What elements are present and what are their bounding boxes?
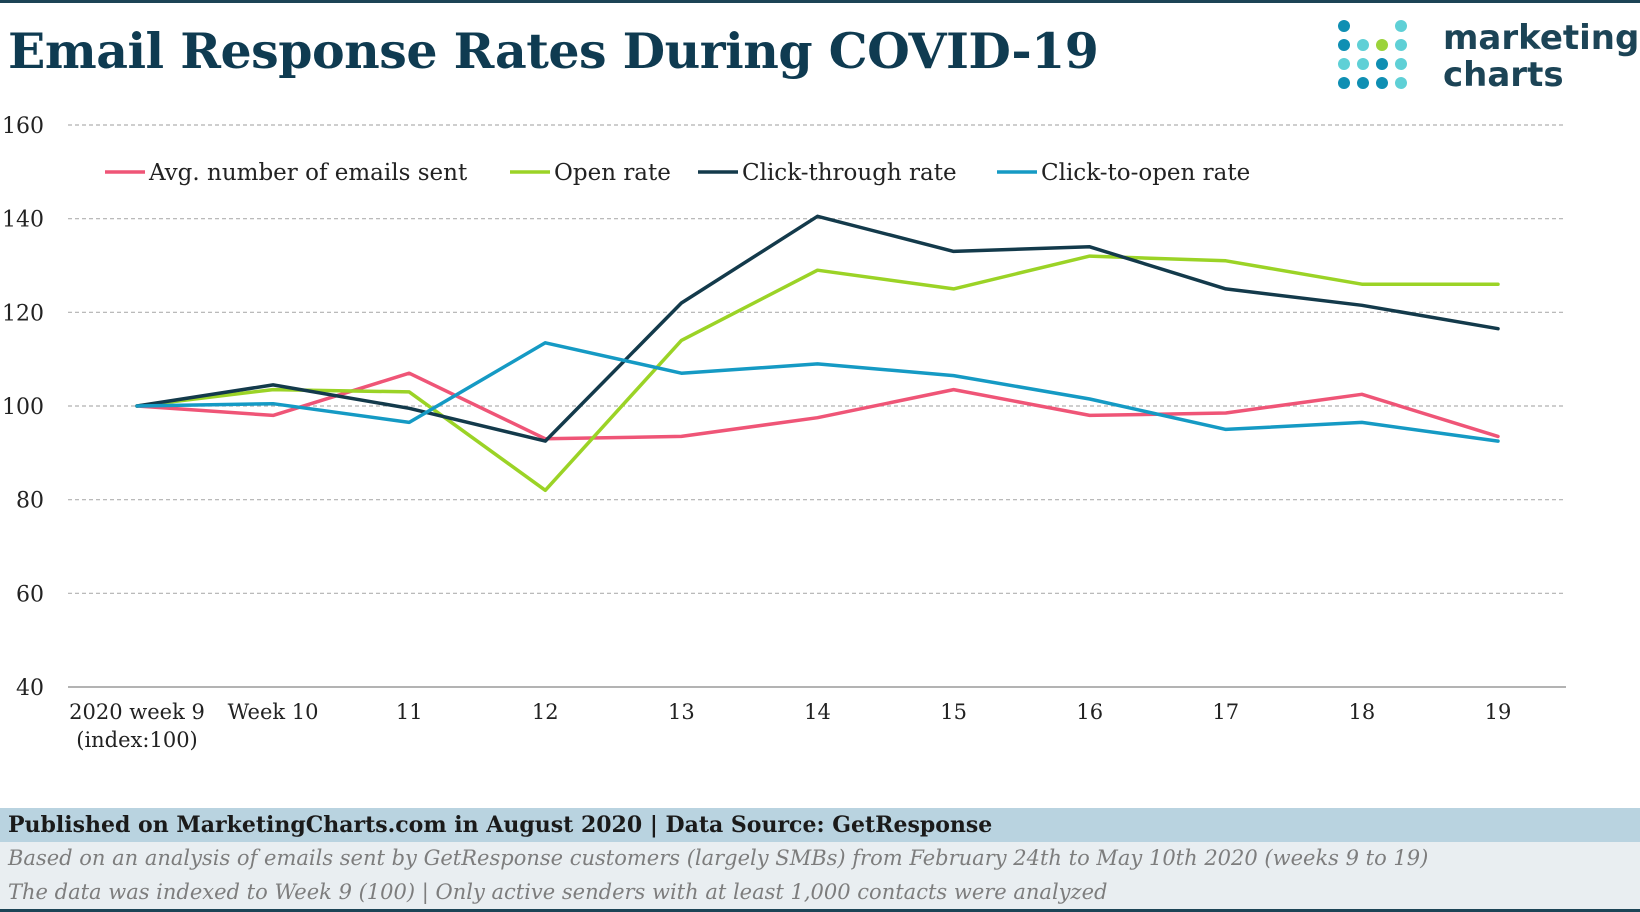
logo-dot: [1376, 77, 1388, 89]
logo-dot: [1338, 58, 1350, 70]
footer-note-bar-2: The data was indexed to Week 9 (100) | O…: [0, 876, 1640, 910]
footer-source-text: Published on MarketingCharts.com in Augu…: [8, 812, 993, 838]
y-tick-label: 120: [2, 301, 44, 326]
logo-line-1: marketing: [1443, 18, 1640, 58]
series-line: [135, 341, 1500, 443]
footer-note-2: The data was indexed to Week 9 (100) | O…: [8, 880, 1108, 904]
y-tick-label: 60: [16, 582, 44, 607]
y-tick-label: 140: [2, 208, 44, 233]
y-tick-label: 80: [16, 489, 44, 514]
series-line: [135, 254, 1500, 493]
x-tick-label: 12: [532, 700, 559, 724]
top-rule: [0, 0, 1640, 3]
legend-label: Avg. number of emails sent: [148, 160, 468, 186]
logo-dot: [1395, 39, 1407, 51]
marketingcharts-logo: marketing charts: [1336, 20, 1639, 100]
legend-label: Click-to-open rate: [1041, 160, 1250, 186]
logo-dot: [1395, 58, 1407, 70]
y-tick-label: 160: [2, 114, 44, 139]
x-tick-label: (index:100): [76, 728, 198, 752]
logo-dot: [1357, 58, 1369, 70]
footer-note-1: Based on an analysis of emails sent by G…: [8, 846, 1429, 870]
line-chart: 40 60 80 100 120 140 160 2020 week 9 (index:100)…: [2, 114, 1566, 752]
x-tick-label: 18: [1349, 700, 1376, 724]
x-tick-label: Week 10: [228, 700, 319, 724]
y-tick-label: 40: [16, 676, 44, 701]
bottom-rule: [0, 909, 1640, 912]
footer-note-bar-1: Based on an analysis of emails sent by G…: [0, 842, 1640, 876]
logo-dot: [1338, 20, 1350, 32]
series-line: [135, 371, 1500, 441]
logo-dot: [1376, 39, 1388, 51]
y-tick-label: 100: [2, 395, 44, 420]
footer: Published on MarketingCharts.com in Augu…: [0, 808, 1640, 912]
x-tick-label: 2020 week 9: [69, 700, 205, 724]
logo-dot: [1395, 20, 1407, 32]
x-tick-label: 17: [1212, 700, 1239, 724]
logo-line-2: charts: [1443, 55, 1564, 95]
x-tick-label: 16: [1076, 700, 1103, 724]
chart-title: Email Response Rates During COVID-19: [8, 22, 1099, 80]
logo-dots-icon: [1338, 20, 1407, 89]
x-tick-label: 14: [804, 700, 831, 724]
x-tick-label: 13: [668, 700, 695, 724]
logo-wordmark: marketing charts: [1443, 20, 1639, 94]
logo-dot: [1357, 39, 1369, 51]
legend-label: Click-through rate: [742, 160, 957, 186]
logo-dot: [1338, 77, 1350, 89]
logo-dot: [1338, 39, 1350, 51]
logo-dot: [1376, 58, 1388, 70]
x-tick-label: 15: [940, 700, 967, 724]
series-line: [135, 214, 1500, 443]
footer-source-bar: Published on MarketingCharts.com in Augu…: [0, 808, 1640, 842]
x-tick-label: 11: [396, 700, 423, 724]
logo-dot: [1357, 77, 1369, 89]
logo-dot: [1395, 77, 1407, 89]
legend-label: Open rate: [554, 160, 671, 186]
x-tick-label: 19: [1485, 700, 1512, 724]
